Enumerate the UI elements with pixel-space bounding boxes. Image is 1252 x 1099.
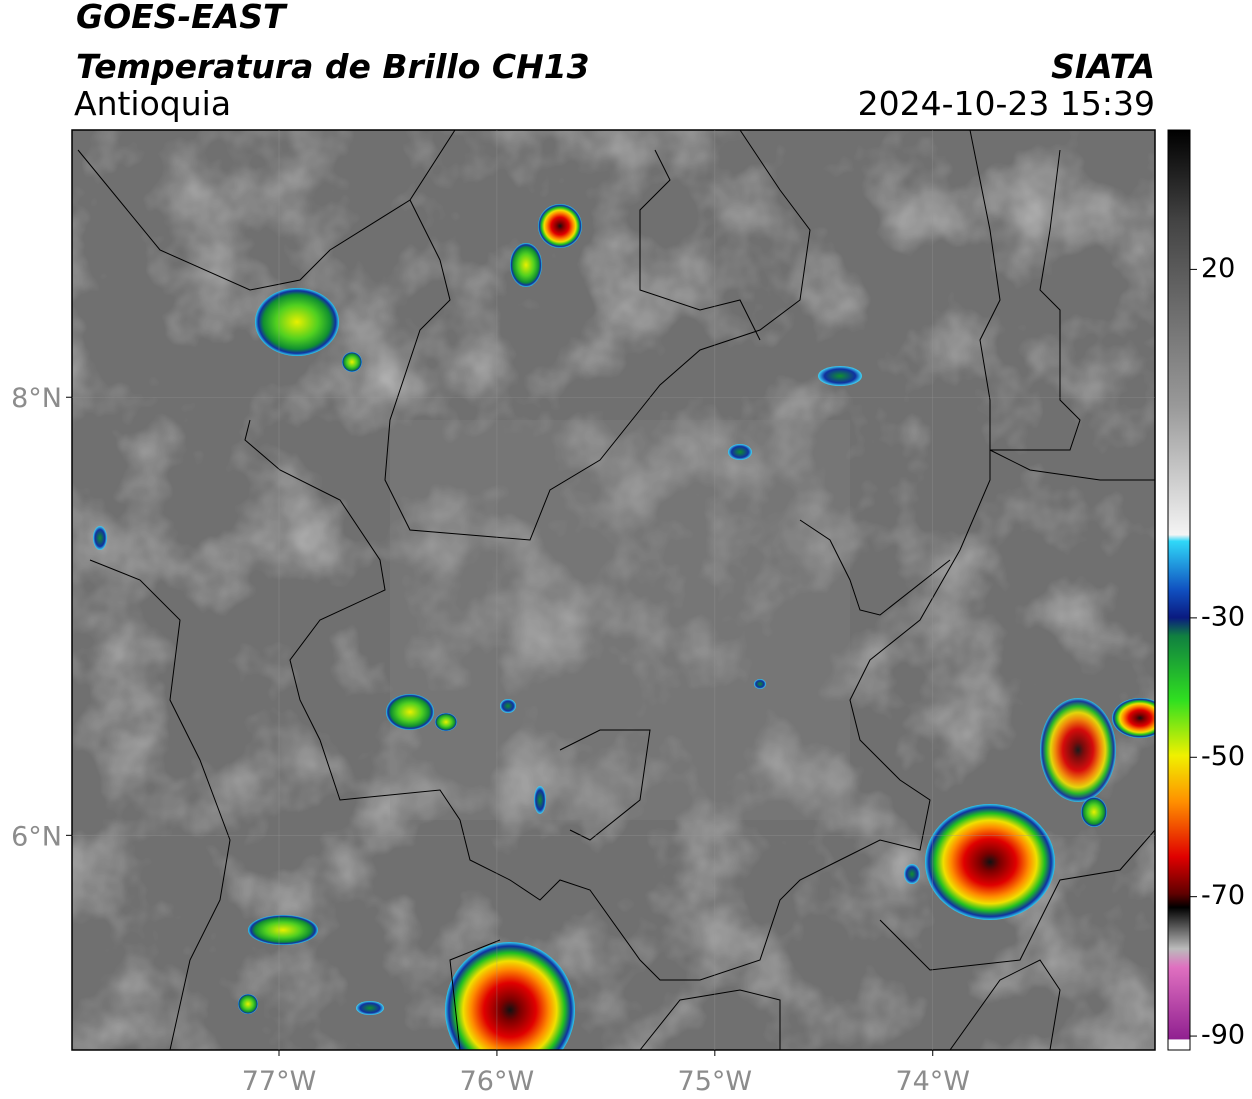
map-image xyxy=(72,130,1155,1050)
colorbar xyxy=(1167,129,1191,1051)
colorbar-tick-label: 20 xyxy=(1201,253,1235,284)
satellite: GOES-EAST xyxy=(76,0,288,36)
region: Antioquia xyxy=(74,84,231,123)
datetime: 2024-10-23 15:39 xyxy=(858,84,1155,123)
colorbar-tick-label: -30 xyxy=(1201,601,1245,632)
y-tick-label: 6°N xyxy=(11,821,62,852)
map-axes: 77°W 76°W 75°W 74°W 8°N 6°N xyxy=(11,130,1155,1097)
agency: SIATA xyxy=(1051,47,1155,86)
colorbar-tick-label: -90 xyxy=(1201,1020,1245,1051)
x-tick-label: 75°W xyxy=(678,1066,753,1097)
x-tick-label: 74°W xyxy=(895,1066,970,1097)
colorbar-tick-label: -70 xyxy=(1201,880,1245,911)
product: Temperatura de Brillo CH13 xyxy=(76,47,590,86)
map-frame xyxy=(71,129,1156,1051)
x-tick-label: 76°W xyxy=(460,1066,535,1097)
x-tick-label: 77°W xyxy=(242,1066,317,1097)
colorbar-axis: 20 -30 -50 -70 -90 xyxy=(1190,253,1245,1051)
y-tick-label: 8°N xyxy=(11,383,62,414)
colorbar-tick-label: -50 xyxy=(1201,741,1245,772)
